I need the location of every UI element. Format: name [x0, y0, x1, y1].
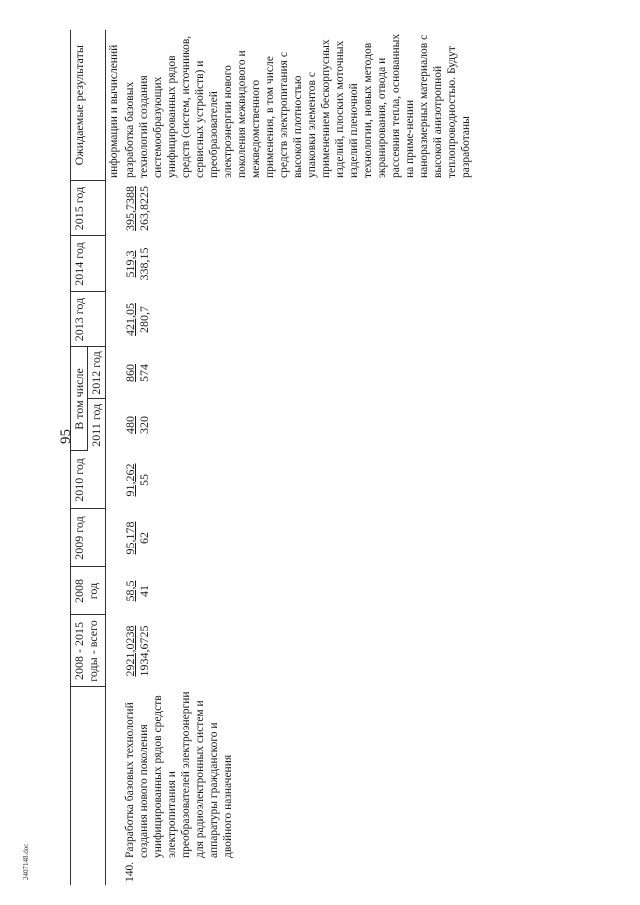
total-cell: 2921,0238 1934,6725 [122, 615, 474, 687]
header-name [70, 687, 106, 885]
value-2014-bottom: 338,15 [137, 247, 152, 281]
row-name: Разработка базовых технологий создания н… [123, 691, 234, 858]
cell-2013: 421,05 280,7 [122, 292, 474, 347]
header-results: Ожидаемые результаты [70, 30, 106, 181]
cell-2014: 519,3 338,15 [122, 236, 474, 292]
header-2014: 2014 год [70, 236, 106, 292]
row-number: 140. [123, 861, 136, 882]
value-2011-bottom: 320 [137, 416, 152, 434]
value-2008-top: 58,5 [122, 580, 137, 602]
cell-2008: 58,5 41 [122, 567, 474, 615]
value-2011-top: 480 [122, 416, 137, 434]
rotated-table-container: 2008 - 2015 годы - всего 2008 год 2009 г… [70, 30, 630, 885]
cell-2009: 95,178 62 [122, 509, 474, 567]
value-2013-bottom: 280,7 [137, 306, 152, 333]
value-2010-top: 91,262 [122, 463, 137, 497]
header-2010: 2010 год [70, 451, 106, 509]
header-2011: 2011 год [87, 399, 106, 451]
value-2012-top: 860 [122, 364, 137, 382]
value-2014-top: 519,3 [122, 250, 137, 278]
table-row: 140. Разработка базовых технологий созда… [122, 30, 474, 885]
value-2015-bottom: 263,8225 [137, 186, 152, 231]
value-2013-top: 421,05 [122, 303, 137, 336]
row-result: разработка базовых технологий создания с… [123, 33, 473, 178]
cell-2015: 395,7388 263,8225 [122, 181, 474, 236]
value-2008-bottom: 41 [137, 585, 152, 597]
value-2015-top: 395,7388 [122, 186, 137, 231]
continuation-row: информации и вычислений [105, 30, 122, 885]
value-2009-bottom: 62 [137, 532, 152, 544]
row-name-cell: 140. Разработка базовых технологий созда… [122, 687, 474, 885]
total-bottom: 1934,6725 [137, 625, 152, 677]
cell-2010: 91,262 55 [122, 451, 474, 509]
program-table: 2008 - 2015 годы - всего 2008 год 2009 г… [70, 30, 474, 885]
footer-doc-id: 2407148.doc [22, 843, 30, 880]
continuation-result: информации и вычислений [107, 44, 120, 178]
total-top: 2921,0238 [122, 625, 137, 677]
cell-2012: 860 574 [122, 347, 474, 399]
header-2009: 2009 год [70, 509, 106, 567]
value-2012-bottom: 574 [137, 364, 152, 382]
header-in-number: В том числе [70, 347, 88, 451]
header-2013: 2013 год [70, 292, 106, 347]
header-2012: 2012 год [87, 347, 106, 399]
header-2008: 2008 год [70, 567, 106, 615]
cell-2011: 480 320 [122, 399, 474, 451]
value-2010-bottom: 55 [137, 474, 152, 486]
header-total: 2008 - 2015 годы - всего [70, 615, 106, 687]
header-2015: 2015 год [70, 181, 106, 236]
value-2009-top: 95,178 [122, 521, 137, 555]
